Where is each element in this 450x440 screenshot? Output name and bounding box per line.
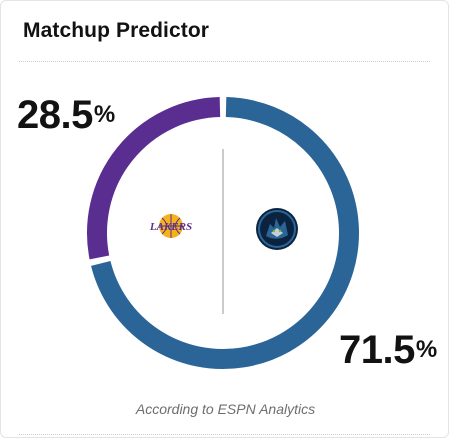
away-win-percentage: 28.5%	[17, 93, 115, 137]
home-win-percentage: 71.5%	[339, 328, 437, 372]
away-win-probability-segment	[87, 97, 221, 260]
home-win-probability-segment	[91, 97, 359, 369]
svg-text:LAKERS: LAKERS	[149, 221, 192, 233]
timberwolves-logo	[256, 208, 298, 250]
source-note: According to ESPN Analytics	[135, 401, 316, 417]
lakers-logo: LAKERS	[149, 214, 192, 238]
title-divider	[19, 61, 430, 62]
bottom-divider	[19, 434, 430, 435]
widget-title: Matchup Predictor	[23, 19, 210, 42]
